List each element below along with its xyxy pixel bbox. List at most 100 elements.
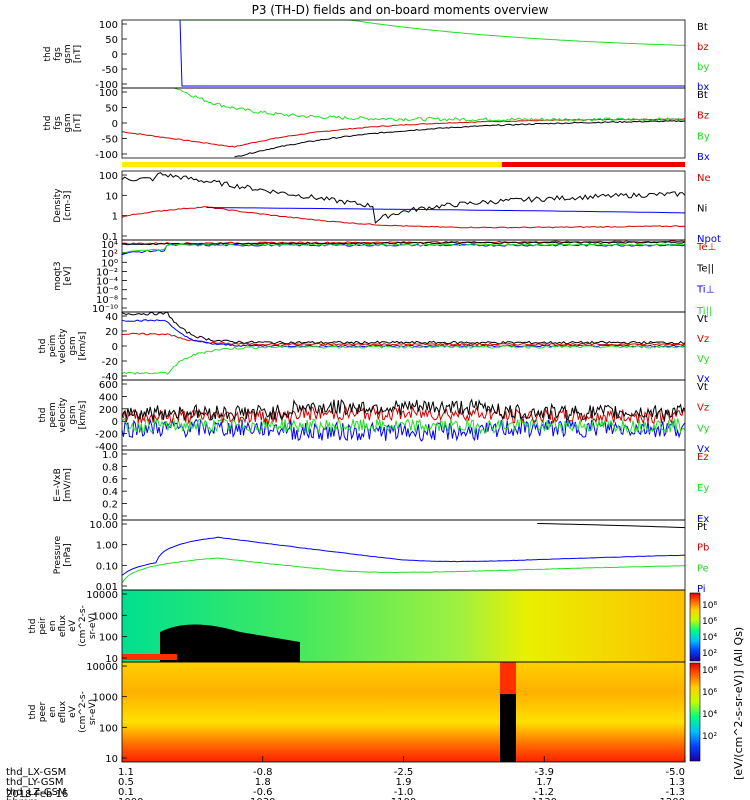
electron-high-flux-block	[500, 662, 516, 694]
ephemeris-value: 1100	[391, 797, 416, 800]
y-label-line: velocity	[58, 328, 68, 364]
y-tick-label: 0.6	[102, 475, 118, 486]
series-vx-p5	[121, 319, 686, 348]
y-label-line: (cm^2-s-	[78, 691, 88, 733]
legend-pb: Pb	[697, 543, 709, 554]
y-label-line: sr-eV)	[88, 613, 98, 639]
legend-te⊥: Te⊥	[696, 242, 716, 253]
series-vt-p5	[121, 311, 685, 345]
y-label-line: peir	[38, 617, 48, 635]
ephemeris-value: -0.6	[253, 787, 273, 798]
y-tick-label: 1	[112, 212, 118, 223]
colorbar-tick: 10²	[702, 649, 717, 659]
y-tick-label: 20	[105, 327, 118, 338]
y-tick-label: 0.1	[102, 232, 118, 243]
y-label-line: (cm^2-s-	[78, 605, 88, 647]
series-by-p1	[178, 19, 686, 46]
ephemeris-value: 1000	[118, 797, 143, 800]
electron-spectrogram-gap	[500, 694, 516, 762]
y-tick-label: 10	[105, 754, 118, 765]
colorbar-tick: 10⁸	[702, 601, 717, 611]
mode-bar	[122, 162, 685, 167]
y-tick-label: -40	[102, 372, 118, 383]
legend-by: by	[697, 62, 709, 73]
legend-ex: Ex	[697, 514, 709, 525]
y-label-line: Pressure	[53, 535, 63, 574]
legend-vx: Vx	[697, 444, 710, 455]
y-label-line: [nPa]	[63, 543, 73, 566]
y-label-line: Density	[53, 188, 63, 223]
legend-vx: Vx	[697, 374, 710, 385]
y-tick-label: 10⁻⁶	[96, 286, 118, 297]
y-tick-label: 1000	[93, 693, 118, 704]
y-label-line: [eV]	[63, 267, 73, 286]
y-label-line: eV	[68, 619, 78, 632]
series-vy-p5	[121, 344, 686, 375]
y-tick-label: 10.00	[89, 520, 118, 531]
x-axis: thd_LX-GSM 1.1 -0.8 -2.5 -3.9 -5.0 thd_LY-GSM 0…	[6, 756, 686, 800]
legend-vz: Vz	[697, 334, 709, 345]
y-tick-label: 0.0	[102, 512, 118, 523]
y-axis-label: Pressure [nPa]	[53, 535, 73, 574]
series-te-par	[121, 241, 686, 246]
y-label-line: thd	[38, 408, 48, 423]
y-label-line: thd	[38, 339, 48, 354]
ephemeris-value: -0.8	[253, 767, 273, 778]
ephemeris-value: 1.9	[396, 777, 412, 788]
y-label-line: thd	[28, 705, 38, 720]
ephemeris-value: 1030	[250, 797, 275, 800]
ephemeris-value: 1200	[660, 797, 685, 800]
legend-ez: Ez	[697, 452, 709, 463]
y-axis-label: Density [cm-3]	[53, 188, 73, 223]
y-axis-label: thd peem velocity gsm [km/s]	[38, 397, 88, 433]
y-tick-label: 10⁴	[101, 240, 118, 251]
y-tick-label: 10⁻⁸	[96, 295, 118, 306]
y-tick-label: -200	[95, 430, 118, 441]
series-bt-p2	[234, 120, 686, 158]
y-tick-label: -400	[95, 442, 118, 453]
date-label: 2018 Feb 16	[6, 789, 68, 800]
y-tick-label: 0	[112, 50, 118, 61]
y-label-line: eflux	[58, 614, 68, 637]
ephemeris-value: 0.5	[118, 777, 134, 788]
series-vy-p6	[121, 416, 686, 435]
y-tick-label: 0	[112, 417, 118, 428]
ephemeris-value: -1.2	[534, 787, 554, 798]
y-tick-label: -50	[102, 65, 118, 76]
y-tick-label: 10⁻¹⁰	[92, 304, 118, 315]
legend-bx: Bx	[697, 152, 710, 163]
colorbar-label: [eV/(cm^2-s-sr-eV)] (All Qs)	[732, 627, 745, 780]
ephemeris-value: -2.5	[394, 767, 414, 778]
y-label-line: peer	[38, 701, 48, 722]
series-te-perp	[121, 240, 686, 245]
y-label-line: E=-VxB	[53, 468, 63, 502]
legend-bx: bx	[697, 82, 709, 93]
y-label-line: gsm	[63, 113, 73, 132]
y-tick-label: 40	[105, 312, 118, 323]
legend-pt: Pt	[697, 522, 707, 533]
y-label-line: gsm	[68, 336, 78, 355]
y-tick-label: 10²	[101, 249, 118, 260]
colorbar-upper	[689, 592, 701, 662]
series-npot	[206, 207, 686, 214]
ephemeris-value: -1.3	[665, 787, 685, 798]
legend-te||: Te||	[696, 263, 714, 274]
y-label-line: peem	[48, 402, 58, 428]
series-vt-p6	[121, 398, 686, 422]
y-tick-label: -50	[102, 135, 118, 146]
mode-bar-yellow	[122, 162, 502, 167]
y-tick-label: 100	[99, 633, 118, 644]
ion-spectrogram-gap	[160, 624, 300, 662]
y-axis-label: thd fgs gsm [nT]	[43, 113, 83, 132]
colorbar-tick: 10⁴	[702, 710, 717, 720]
y-tick-label: 10000	[86, 590, 118, 601]
ephemeris-value: 1.3	[669, 777, 685, 788]
series-ni	[121, 172, 686, 224]
y-axis-label: thd peir en eflux eV (cm^2-s-sr-eV)	[28, 605, 98, 647]
ephemeris-value: -5.0	[665, 767, 685, 778]
legend-vt: Vt	[697, 382, 708, 393]
y-tick-label: 0.4	[102, 487, 118, 498]
ephemeris-value: -3.9	[534, 767, 554, 778]
